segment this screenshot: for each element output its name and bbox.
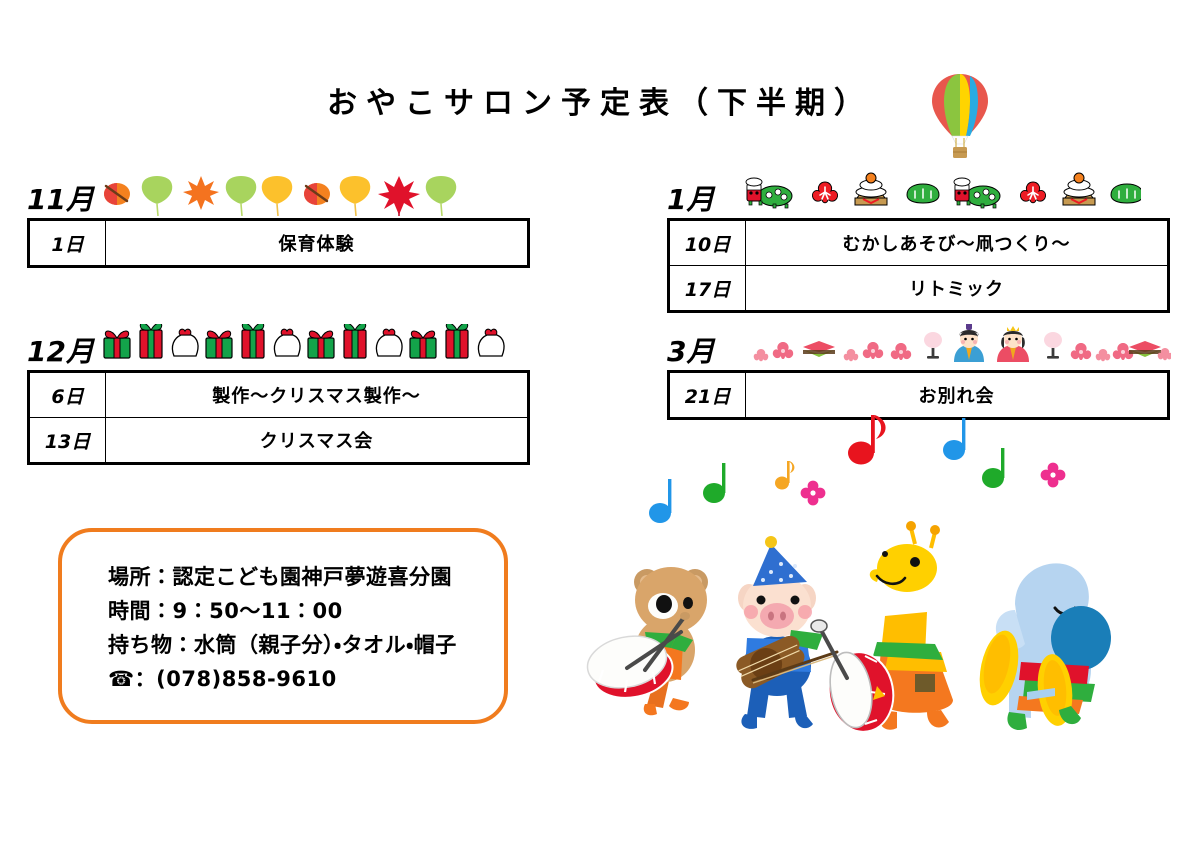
event-cell: むかしあそび〜凧つくり〜	[745, 219, 1169, 266]
month-header: 12月	[27, 322, 531, 368]
month-label: 3月	[667, 335, 715, 368]
month-label: 12月	[27, 335, 94, 368]
new-year-border-icon	[741, 172, 1170, 216]
autumn-leaves-border-icon	[101, 172, 530, 216]
page-title: おやこサロン予定表（下半期）	[327, 86, 873, 121]
month-label: 11月	[27, 183, 94, 216]
info-location: 場所：認定こども園神戸夢遊喜分園	[108, 565, 452, 589]
elephant-cymbalist	[979, 563, 1111, 731]
schedule-table-december: 6日 製作〜クリスマス製作〜 13日 クリスマス会	[27, 370, 530, 465]
hot-air-balloon-icon	[930, 72, 990, 160]
animal-band-illustration-icon	[585, 520, 1130, 770]
month-header: 11月	[27, 170, 530, 216]
month-block-march: 3月	[667, 322, 1171, 420]
table-row: 13日 クリスマス会	[28, 417, 529, 464]
info-time: 時間：9：50〜11：00	[108, 599, 343, 624]
table-row: 6日 製作〜クリスマス製作〜	[28, 371, 529, 418]
hinamatsuri-dolls-border-icon	[741, 324, 1171, 368]
schedule-table-november: 1日 保育体験	[27, 218, 530, 268]
event-cell: クリスマス会	[105, 417, 529, 464]
month-block-november: 11月	[27, 170, 530, 268]
music-notes-decoration-icon	[580, 415, 1100, 535]
date-cell: 13日	[28, 417, 106, 464]
month-label: 1月	[667, 183, 715, 216]
schedule-table-march: 21日 お別れ会	[667, 370, 1170, 420]
christmas-gifts-border-icon	[101, 324, 531, 368]
month-header: 3月	[667, 322, 1171, 368]
table-row: 17日 リトミック	[668, 265, 1169, 312]
info-list: 場所：認定こども園神戸夢遊喜分園 時間：9：50〜11：00 持ち物：水筒（親子…	[62, 532, 504, 696]
month-block-december: 12月 6日 製作〜クリスマス製作	[27, 322, 531, 465]
month-header: 1月	[667, 170, 1170, 216]
event-cell: 製作〜クリスマス製作〜	[105, 371, 529, 418]
date-cell: 17日	[668, 265, 746, 312]
event-cell: 保育体験	[105, 219, 529, 267]
info-items: 持ち物：水筒（親子分）・タオル・帽子	[108, 633, 457, 658]
date-cell: 21日	[668, 371, 746, 419]
bear-drummer	[586, 567, 708, 716]
table-row: 10日 むかしあそび〜凧つくり〜	[668, 219, 1169, 266]
info-phone: ☎：(078)858-9610	[108, 667, 337, 692]
giraffe-drummer	[810, 521, 953, 733]
schedule-table-january: 10日 むかしあそび〜凧つくり〜 17日 リトミック	[667, 218, 1170, 313]
date-cell: 6日	[28, 371, 106, 418]
table-row: 21日 お別れ会	[668, 371, 1169, 419]
date-cell: 10日	[668, 219, 746, 266]
date-cell: 1日	[28, 219, 106, 267]
month-block-january: 1月	[667, 170, 1170, 313]
info-box: 場所：認定こども園神戸夢遊喜分園 時間：9：50〜11：00 持ち物：水筒（親子…	[58, 528, 508, 724]
event-cell: リトミック	[745, 265, 1169, 312]
table-row: 1日 保育体験	[28, 219, 529, 267]
pig-violinist	[736, 536, 839, 729]
event-cell: お別れ会	[745, 371, 1169, 419]
